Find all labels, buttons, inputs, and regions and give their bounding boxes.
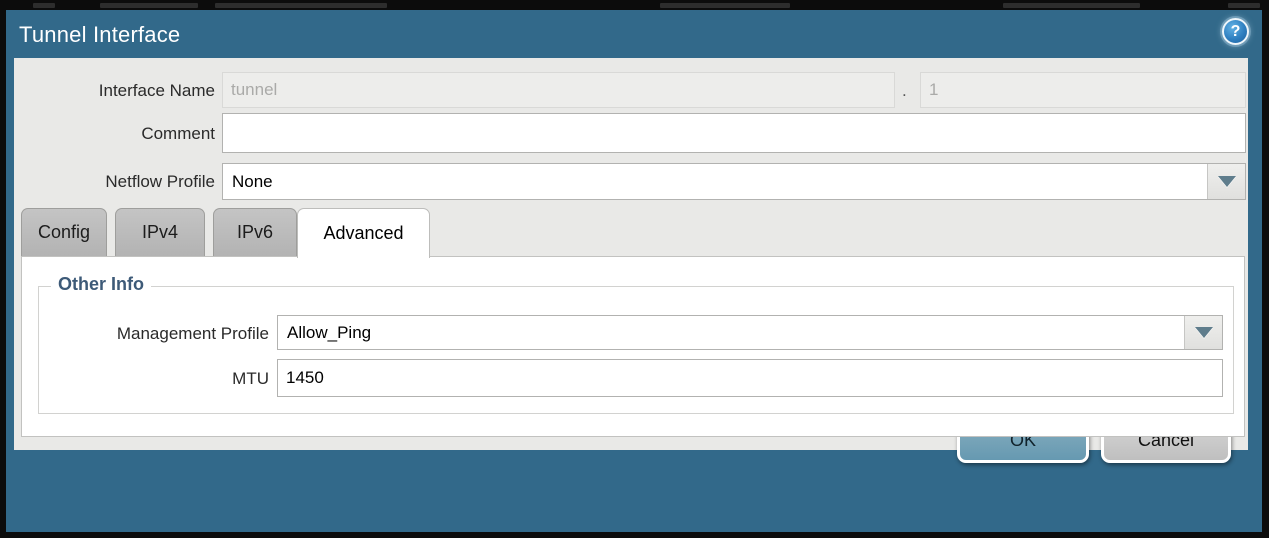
tab-ipv4[interactable]: IPv4: [115, 208, 205, 256]
mtu-label: MTU: [232, 369, 269, 388]
dialog-title: Tunnel Interface: [19, 22, 181, 47]
dialog-body: Interface Name . Comment Netflow Profile…: [14, 58, 1248, 450]
netflow-profile-select[interactable]: None: [222, 163, 1246, 200]
netflow-profile-label: Netflow Profile: [105, 172, 215, 191]
advanced-tab-panel: Other Info Management Profile Allow_Ping…: [21, 256, 1245, 437]
tunnel-interface-dialog: Tunnel Interface ? Interface Name . Comm…: [6, 10, 1262, 532]
tab-advanced[interactable]: Advanced: [297, 208, 430, 258]
management-profile-value: Allow_Ping: [287, 322, 372, 342]
management-profile-dropdown-button[interactable]: [1184, 316, 1222, 349]
other-info-group-title: Other Info: [51, 274, 151, 295]
interface-name-label: Interface Name: [98, 81, 215, 100]
netflow-profile-dropdown-button[interactable]: [1207, 164, 1245, 199]
comment-input[interactable]: [222, 113, 1246, 153]
management-profile-select[interactable]: Allow_Ping: [277, 315, 1223, 350]
help-icon[interactable]: ?: [1222, 18, 1249, 45]
chevron-down-icon: [1217, 176, 1236, 187]
background-remnant: [33, 3, 55, 8]
netflow-profile-value: None: [232, 171, 273, 191]
background-remnant: [215, 3, 387, 8]
comment-label: Comment: [141, 124, 215, 143]
interface-name-unit-input: [920, 72, 1246, 108]
tab-ipv6[interactable]: IPv6: [213, 208, 297, 256]
other-info-group: Other Info: [38, 274, 1234, 414]
interface-name-separator: .: [902, 81, 907, 100]
management-profile-label: Management Profile: [116, 324, 269, 343]
tab-config[interactable]: Config: [21, 208, 107, 256]
mtu-input[interactable]: [277, 359, 1223, 397]
background-remnant: [1228, 3, 1260, 8]
background-remnant: [660, 3, 790, 8]
chevron-down-icon: [1194, 327, 1213, 338]
interface-name-input: [222, 72, 895, 108]
background-remnant: [1003, 3, 1140, 8]
background-remnant: [100, 3, 198, 8]
